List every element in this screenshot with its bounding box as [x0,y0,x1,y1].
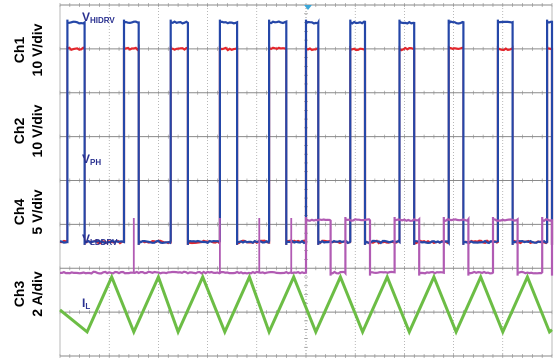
vph-label: VPH [82,152,101,167]
trigger-marker [304,5,312,10]
traces [59,18,554,336]
ch3-scale: 2 A/div [29,271,45,317]
ch4-scale: 5 V/div [29,189,45,234]
ch1-trace [59,18,554,247]
ch1-label: Ch1 [11,37,27,64]
graticule [59,3,553,358]
ch1-scale: 10 V/div [29,23,45,76]
ch2-scale: 10 V/div [29,104,45,157]
vhidrv-label: VHIDRV [82,10,115,25]
ch3-trace [59,272,553,336]
channel-labels: Ch1 10 V/div Ch2 10 V/div Ch4 5 V/div Ch… [11,10,118,317]
ch4-label: Ch4 [11,199,27,226]
ch4-trace [60,215,554,277]
vlddrv-label: VLDDRV [82,232,118,247]
ch2-label: Ch2 [11,118,27,145]
il-label: IL [82,296,90,311]
ch3-label: Ch3 [11,281,27,308]
